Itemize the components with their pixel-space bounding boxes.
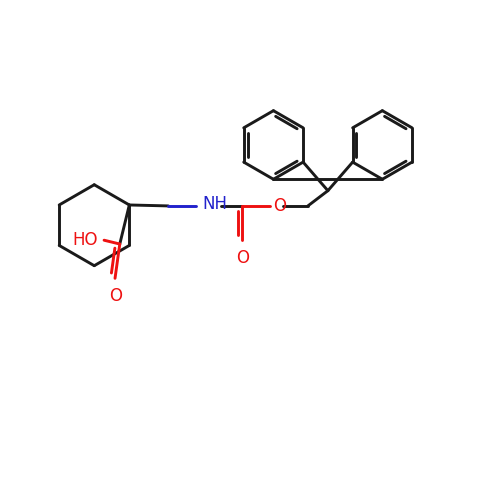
- Text: O: O: [236, 249, 249, 267]
- Text: NH: NH: [202, 195, 227, 213]
- Text: O: O: [109, 287, 122, 305]
- Text: HO: HO: [73, 231, 98, 249]
- Text: O: O: [273, 197, 285, 215]
